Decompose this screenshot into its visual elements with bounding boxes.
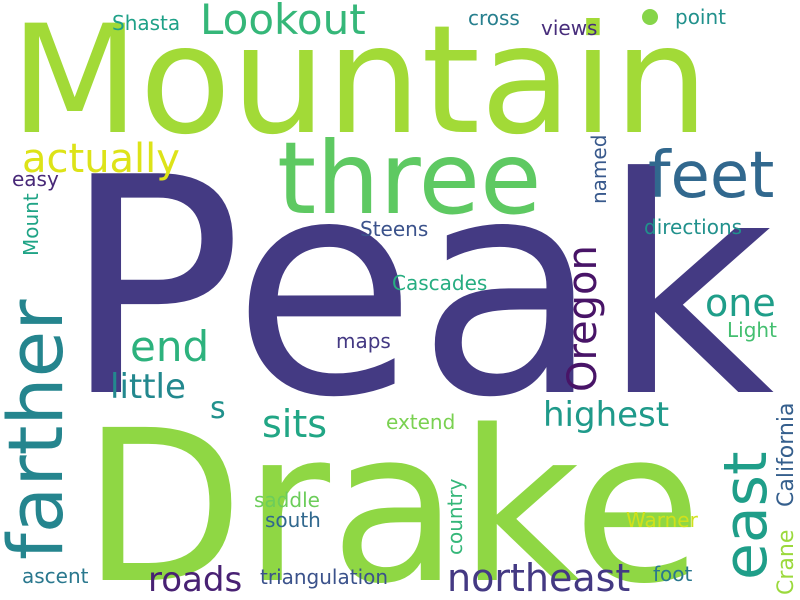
word-northeast: northeast: [447, 556, 630, 600]
word-south: south: [265, 508, 321, 532]
word-farther: farther: [0, 299, 80, 560]
word-actually: actually: [22, 136, 180, 182]
word-end: end: [130, 322, 209, 371]
word-east: east: [711, 452, 781, 580]
word-shasta: Shasta: [112, 11, 180, 35]
word-extend: extend: [386, 410, 455, 434]
word-light: Light: [727, 318, 777, 342]
word-views: views: [541, 16, 597, 40]
word-drake: Drake: [82, 385, 702, 600]
word-crane: Crane: [774, 530, 799, 595]
word-s: s: [210, 391, 226, 426]
word-saddle: saddle: [254, 488, 320, 512]
word-cross: cross: [468, 6, 520, 30]
word-feet: feet: [648, 139, 774, 213]
word-mountain: Mountain: [10, 0, 709, 168]
word-easy: easy: [12, 167, 59, 191]
word-steens: Steens: [360, 217, 428, 241]
word-california: California: [774, 403, 799, 507]
word-lookout: Lookout: [200, 0, 366, 44]
word-roads: roads: [148, 560, 242, 600]
word-mount: Mount: [19, 193, 43, 256]
word-triangulation: triangulation: [260, 565, 388, 589]
word-warner: Warner: [626, 508, 699, 532]
dot-marker: [642, 9, 658, 25]
word-little: little: [110, 367, 186, 407]
word-one: one: [705, 281, 776, 325]
word-highest: highest: [543, 395, 669, 435]
word-sits: sits: [262, 402, 327, 446]
word-foot: foot: [653, 562, 693, 586]
word-three: three: [277, 120, 542, 237]
word-maps: maps: [336, 329, 391, 353]
word-peak: Peak: [62, 114, 774, 463]
word-cascades: Cascades: [392, 271, 487, 295]
word-ascent: ascent: [22, 564, 89, 588]
word-country: country: [443, 478, 467, 555]
word-oregon: Oregon: [560, 245, 606, 392]
word-point: point: [675, 5, 726, 29]
word-directions: directions: [644, 215, 742, 239]
word-named: named: [587, 135, 611, 204]
